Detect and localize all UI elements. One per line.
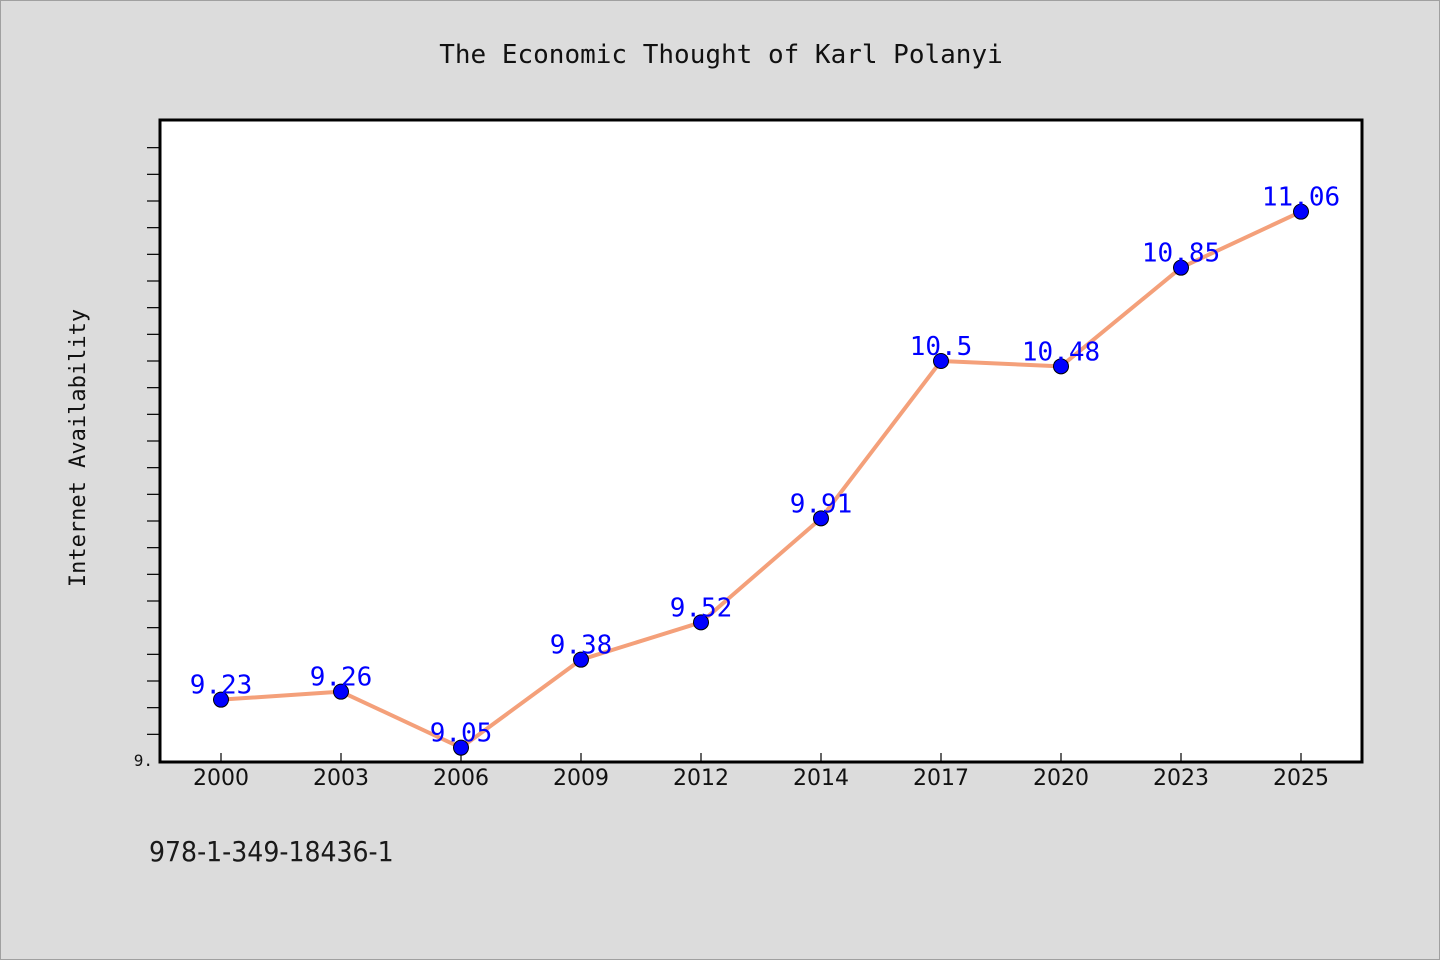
- data-point: [573, 651, 589, 668]
- data-point: [1173, 259, 1189, 276]
- y-tick-label: 9.: [134, 751, 153, 770]
- data-label: 9.23: [190, 671, 253, 701]
- data-label: 9.26: [310, 663, 373, 693]
- x-tick-label: 2014: [793, 766, 849, 791]
- x-tick-label: 2023: [1153, 766, 1209, 791]
- x-tick-label: 2012: [673, 766, 729, 791]
- data-label: 10.48: [1022, 337, 1100, 367]
- series-group: 9.23 9.26 9.05 9.38 9.52 9.91 10.5 10.48 10.85 11…: [190, 183, 1340, 756]
- x-axis-ticks: 2000 2003 2006 2009 2012 2014 2017 2020 2023 2025: [193, 753, 1329, 791]
- data-label: 10.5: [910, 332, 973, 362]
- isbn-code: 978-1-349-18436-1: [149, 835, 394, 868]
- data-point: [1293, 203, 1309, 220]
- data-label: 11.06: [1262, 183, 1340, 213]
- data-point: [333, 683, 349, 700]
- x-tick-label: 2017: [913, 766, 969, 791]
- data-label: 9.52: [670, 593, 733, 623]
- y-axis-label: Internet Availability: [66, 309, 91, 587]
- data-label: 9.91: [790, 489, 853, 519]
- chart-title: The Economic Thought of Karl Polanyi: [439, 40, 1003, 70]
- data-label: 10.85: [1142, 239, 1220, 269]
- plot-area: [158, 118, 1364, 764]
- x-tick-label: 2020: [1033, 766, 1089, 791]
- x-tick-label: 2009: [553, 766, 609, 791]
- x-tick-label: 2000: [193, 766, 249, 791]
- data-point: [1053, 358, 1069, 375]
- data-point: [453, 739, 469, 756]
- series-line: [220, 209, 1302, 750]
- data-label: 9.38: [550, 631, 613, 661]
- y-axis-ticks: 9.: [134, 147, 161, 770]
- data-label: 9.05: [430, 719, 493, 749]
- data-point: [813, 510, 829, 527]
- x-tick-label: 2025: [1273, 766, 1329, 791]
- data-point: [693, 614, 709, 631]
- x-tick-label: 2003: [313, 766, 369, 791]
- x-tick-label: 2006: [433, 766, 489, 791]
- data-point: [933, 353, 949, 369]
- data-point: [213, 691, 229, 708]
